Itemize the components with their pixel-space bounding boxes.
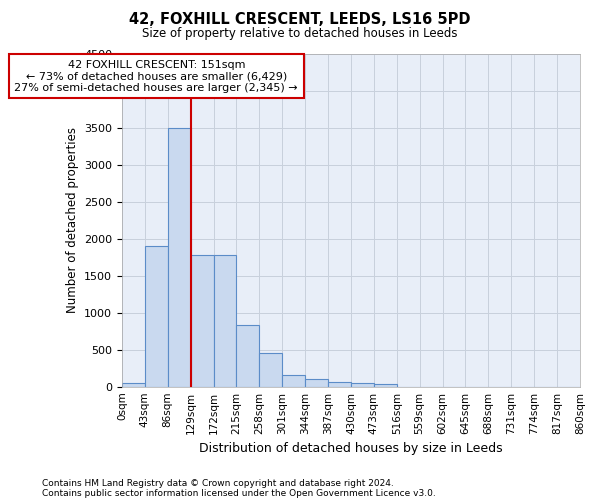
X-axis label: Distribution of detached houses by size in Leeds: Distribution of detached houses by size … <box>199 442 503 455</box>
Bar <box>328 382 351 386</box>
Text: 42 FOXHILL CRESCENT: 151sqm
← 73% of detached houses are smaller (6,429)
27% of : 42 FOXHILL CRESCENT: 151sqm ← 73% of det… <box>14 60 298 93</box>
Y-axis label: Number of detached properties: Number of detached properties <box>65 128 79 314</box>
Text: 42, FOXHILL CRESCENT, LEEDS, LS16 5PD: 42, FOXHILL CRESCENT, LEEDS, LS16 5PD <box>129 12 471 28</box>
Bar <box>122 383 145 386</box>
Bar <box>236 324 259 386</box>
Bar <box>259 352 282 386</box>
Text: Contains HM Land Registry data © Crown copyright and database right 2024.: Contains HM Land Registry data © Crown c… <box>42 478 394 488</box>
Bar <box>374 384 397 386</box>
Bar <box>191 255 214 386</box>
Bar <box>351 382 374 386</box>
Bar <box>168 128 191 386</box>
Bar <box>145 246 168 386</box>
Bar <box>305 380 328 386</box>
Text: Contains public sector information licensed under the Open Government Licence v3: Contains public sector information licen… <box>42 488 436 498</box>
Bar <box>214 255 236 386</box>
Bar <box>282 375 305 386</box>
Text: Size of property relative to detached houses in Leeds: Size of property relative to detached ho… <box>142 28 458 40</box>
